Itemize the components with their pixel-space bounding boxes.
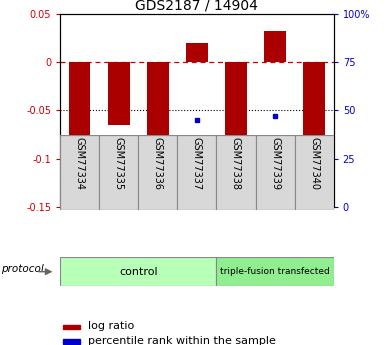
Bar — [69, 62, 90, 160]
Bar — [186, 43, 208, 62]
Bar — [303, 62, 325, 139]
Text: triple-fusion transfected: triple-fusion transfected — [220, 267, 330, 276]
Text: GSM77338: GSM77338 — [231, 137, 241, 190]
Text: GSM77339: GSM77339 — [270, 137, 280, 190]
Bar — [63, 325, 80, 329]
Text: GSM77336: GSM77336 — [153, 137, 163, 190]
Text: log ratio: log ratio — [88, 321, 134, 331]
Bar — [99, 135, 138, 210]
Text: control: control — [119, 267, 158, 277]
Text: GSM77334: GSM77334 — [74, 137, 85, 190]
Bar — [264, 31, 286, 62]
Text: GSM77340: GSM77340 — [309, 137, 319, 190]
Text: GSM77337: GSM77337 — [192, 137, 202, 190]
Bar — [108, 62, 130, 125]
Text: percentile rank within the sample: percentile rank within the sample — [88, 336, 276, 345]
Bar — [63, 339, 80, 344]
Text: GSM77335: GSM77335 — [114, 137, 124, 190]
Title: GDS2187 / 14904: GDS2187 / 14904 — [135, 0, 258, 13]
Bar — [217, 135, 256, 210]
Bar — [217, 257, 334, 286]
Bar — [177, 135, 217, 210]
Bar — [294, 135, 334, 210]
Text: protocol: protocol — [1, 264, 44, 274]
Bar — [138, 135, 177, 210]
Bar — [256, 135, 294, 210]
Bar — [225, 62, 247, 212]
Bar — [60, 257, 217, 286]
Bar — [147, 62, 168, 159]
Bar — [60, 135, 99, 210]
